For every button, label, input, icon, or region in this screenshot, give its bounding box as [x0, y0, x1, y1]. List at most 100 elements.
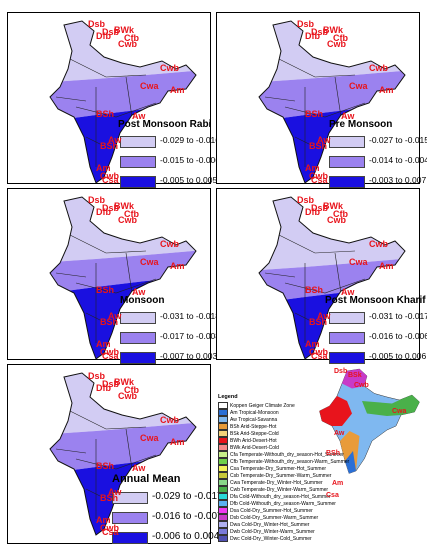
climate-zone-label: Cwb: [100, 523, 119, 533]
climate-zone-label: Am: [305, 339, 320, 349]
koppen-map-label: Dsb: [334, 368, 348, 375]
climate-zone-label: Am: [379, 261, 394, 271]
boundary-line: [55, 96, 87, 102]
legend-swatch: [120, 332, 156, 344]
climate-zone-label: BSh: [100, 141, 118, 151]
map-panel-pre-monsoon: Pre Monsoon -0.027 to -0.015 -0.014 to -…: [216, 12, 427, 188]
koppen-legend-item: Dwc Cold-Dry_Winter-Cold_Summer: [218, 535, 312, 542]
koppen-legend-label: BWh Arid-Desert-Hot: [230, 437, 277, 444]
koppen-legend-swatch: [218, 493, 228, 500]
legend-swatch: [329, 156, 365, 168]
climate-zone-label: Cwb: [160, 63, 179, 73]
koppen-map-label: Cwb: [354, 382, 369, 389]
climate-zone-label: Aw: [341, 111, 355, 121]
climate-zone-label: Dsb: [311, 27, 329, 37]
koppen-legend-item: Cfb Temperate-Withouth_dry_season-Warm_S…: [218, 458, 349, 465]
boundary-line: [75, 454, 157, 470]
climate-zone-label: Cfb: [124, 385, 139, 395]
climate-zone-label: Cfb: [333, 209, 348, 219]
climate-zone-label: BWk: [323, 201, 343, 211]
climate-zone-label: Cwa: [349, 81, 368, 91]
koppen-legend-swatch: [218, 416, 228, 423]
koppen-legend-label: Dwb Cold-Dry_Winter-Warm_Summer: [230, 528, 315, 535]
climate-zone-label: Aw: [108, 311, 122, 321]
boundary-line: [125, 252, 133, 294]
climate-zone-label: Csa: [311, 175, 328, 185]
koppen-map-shape: [319, 368, 420, 474]
legend-label: -0.006 to 0.004: [152, 531, 220, 542]
koppen-legend-swatch: [218, 500, 228, 507]
koppen-legend-label: Csb Temperate-Dry_Summer-Warm_Summer: [230, 472, 332, 479]
boundary-line: [65, 408, 147, 430]
koppen-legend-item: Am Tropical-Monsoon: [218, 409, 279, 416]
koppen-legend-item: Dsa Cold-Dry_Summer-Hot_Summer: [218, 507, 313, 514]
koppen-legend-label: Dfa Cold-Withouth_dry_season-Hot_Summer: [230, 493, 331, 500]
legend-label: -0.015 to -0.006: [160, 155, 221, 165]
country-outline: [49, 372, 197, 536]
boundary-line: [125, 76, 133, 118]
koppen-legend-label: Cfa Temperate-Withouth_dry_season-Hot_Su…: [230, 451, 344, 458]
koppen-legend-item: BSh Arid-Steppe-Hot: [218, 423, 276, 430]
koppen-legend-swatch: [218, 451, 228, 458]
koppen-legend-swatch: [218, 458, 228, 465]
climate-zone-label: Aw: [108, 487, 122, 497]
koppen-legend-item: Dsb Cold-Dry_Summer-Warm_Summer: [218, 514, 318, 521]
climate-zone-label: Am: [379, 85, 394, 95]
climate-zone-label: Aw: [317, 311, 331, 321]
climate-zone-label: BSh: [100, 493, 118, 503]
koppen-map-label: Cwa: [392, 408, 407, 415]
legend-swatch: [112, 532, 148, 544]
climate-zone-label: Am: [170, 261, 185, 271]
koppen-legend-label: Cfb Temperate-Withouth_dry_season-Warm_S…: [230, 458, 350, 465]
koppen-map-label: BSk: [348, 372, 362, 379]
koppen-legend-label: Cwb Temperate-Dry_Winter-Warm_Summer: [230, 486, 329, 493]
koppen-legend-item: Aw Tropical-Savanna: [218, 416, 277, 423]
climate-zone-label: Cwb: [160, 239, 179, 249]
koppen-legend-swatch: [218, 423, 228, 430]
india-map: [258, 196, 406, 360]
climate-zone-label: Cwb: [309, 171, 328, 181]
koppen-legend-label: BSk Arid-Steppe-Cold: [230, 430, 279, 437]
climate-zone-label: BSh: [96, 285, 114, 295]
climate-zone-label: BSh: [96, 461, 114, 471]
koppen-legend-item: Dwa Cold-Dry_Winter-Hot_Summer: [218, 521, 309, 528]
climate-zone-label: Aw: [132, 111, 146, 121]
koppen-legend-swatch: [218, 521, 228, 528]
boundary-line: [75, 278, 157, 294]
boundary-line: [274, 56, 356, 78]
legend-swatch: [120, 136, 156, 148]
climate-zone-label: BWk: [114, 201, 134, 211]
legend-swatch: [329, 332, 365, 344]
climate-zone-label: BSh: [309, 141, 327, 151]
boundary-line: [55, 272, 87, 278]
legend-label: -0.017 to -0.008: [160, 331, 221, 341]
climate-zone-label: Am: [96, 515, 111, 525]
koppen-legend-swatch: [218, 444, 228, 451]
climate-zone-label: Dsb: [88, 371, 106, 381]
koppen-legend-label: Am Tropical-Monsoon: [230, 409, 279, 416]
koppen-legend-label: BSh Arid-Steppe-Hot: [230, 423, 277, 430]
climate-zone-label: Dsb: [297, 195, 315, 205]
climate-zone-label: Cwa: [140, 81, 159, 91]
climate-zone-label: Cwa: [140, 433, 159, 443]
legend-label: -0.003 to 0.007: [369, 175, 427, 185]
koppen-legend-label: Dwa Cold-Dry_Winter-Hot_Summer: [230, 521, 310, 528]
koppen-legend-label: Dsa Cold-Dry_Summer-Hot_Summer: [230, 507, 313, 514]
climate-zone-label: Dfb: [305, 207, 320, 217]
boundary-line: [334, 76, 342, 118]
koppen-legend-swatch: [218, 535, 228, 542]
koppen-legend-item: Koppen Geiger Climate Zone: [218, 402, 295, 409]
climate-zone-label: Cwb: [369, 239, 388, 249]
panel-title: Pre Monsoon: [329, 119, 393, 130]
legend-label: -0.031 to -0.018: [160, 311, 221, 321]
country-outline: [258, 20, 406, 184]
climate-zone-label: Cwb: [100, 347, 119, 357]
climate-zone-label: Cwb: [100, 171, 119, 181]
climate-zone-label: Am: [305, 163, 320, 173]
koppen-legend-swatch: [218, 528, 228, 535]
climate-zone-label: Csa: [311, 351, 328, 361]
legend-label: -0.005 to 0.006: [369, 351, 427, 361]
legend-swatch: [120, 156, 156, 168]
panel-title: Post Monsoon Kharif: [325, 295, 426, 306]
legend-label: -0.016 to -0.007: [152, 511, 223, 522]
